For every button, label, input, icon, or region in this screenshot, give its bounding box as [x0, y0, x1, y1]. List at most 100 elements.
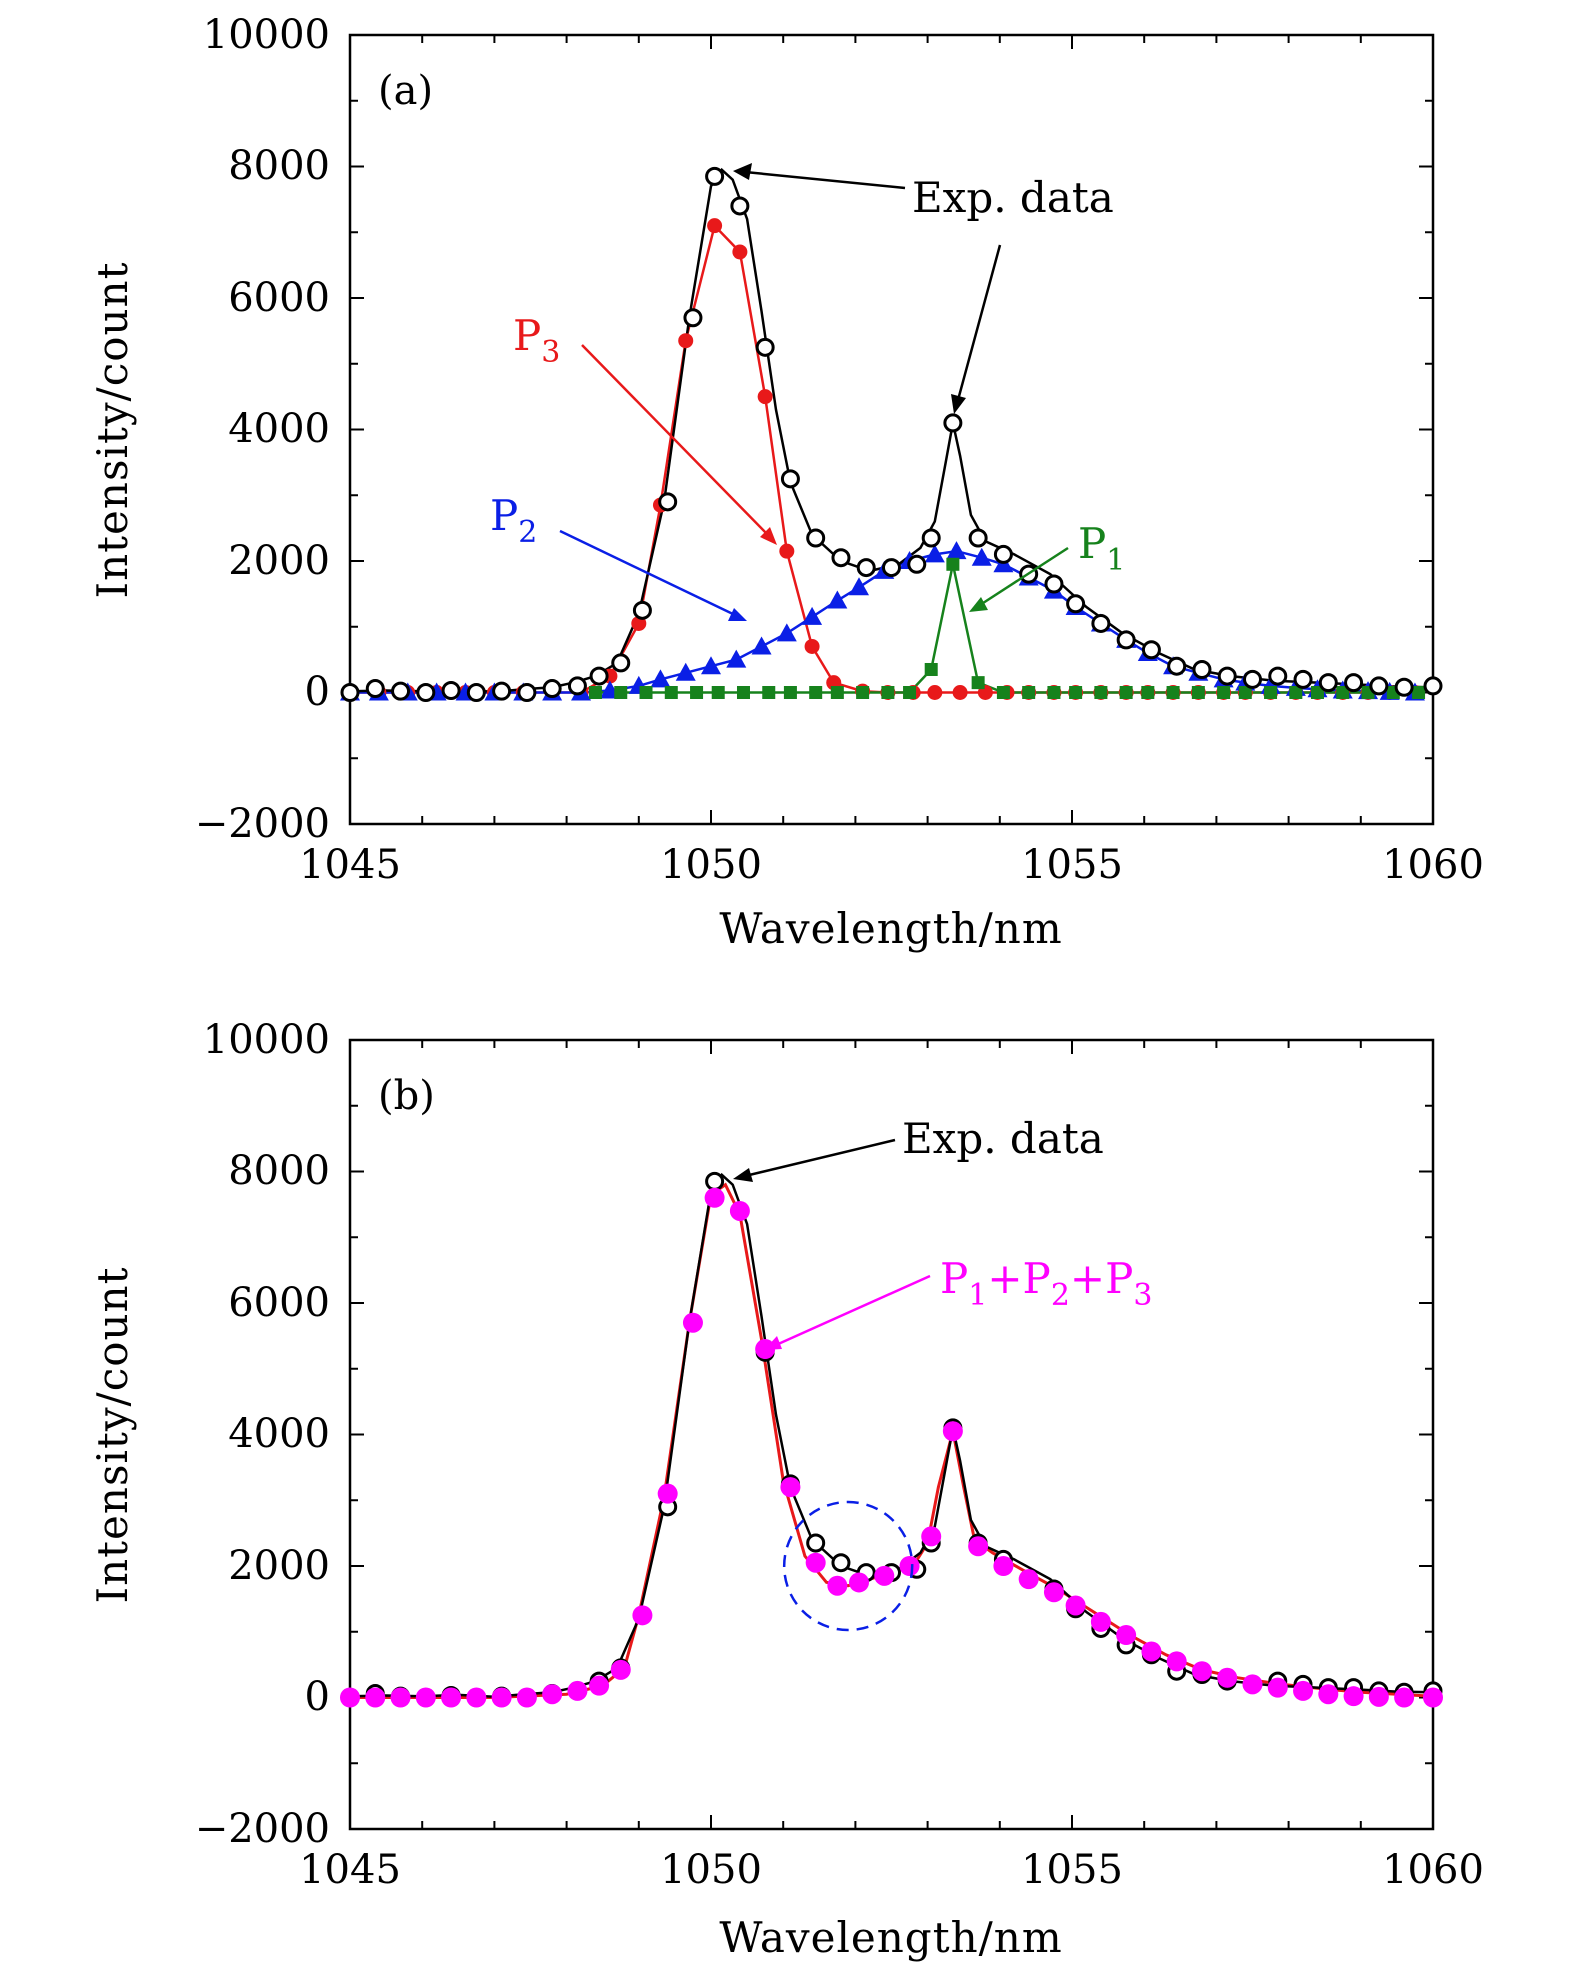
a-p1-point [1166, 686, 1180, 699]
b-ytick-6000: 6000 [228, 1280, 330, 1326]
a-exp-data-point [1318, 673, 1338, 693]
panel-b-ticks [349, 1039, 1434, 1830]
b-p1-p2-p3-point [921, 1526, 942, 1547]
a-exp-data-point [806, 528, 826, 548]
a-exp-data-point [1369, 676, 1389, 696]
a-exp-data-point [943, 413, 963, 433]
a-p1-point [1412, 686, 1426, 699]
b-p1-p2-p3-point [415, 1687, 436, 1708]
a-ytick-4000: 4000 [228, 406, 330, 452]
a-line-p3 [350, 223, 1415, 694]
b-p1-p2-p3-point [874, 1565, 895, 1586]
panel-b-plot-area [340, 1171, 1443, 1708]
a-exp-data-point [1423, 676, 1443, 696]
b-p1-p2-p3-point [1267, 1677, 1288, 1698]
a-p1-point [783, 686, 797, 699]
a-p3-point [732, 244, 748, 260]
a-p1-point [809, 686, 823, 699]
a-p1-point [1047, 686, 1061, 699]
b-p1-p2-p3-point [729, 1200, 750, 1221]
a-p2-point [701, 656, 721, 675]
a-p1-point [736, 686, 750, 699]
a-p1-point [1069, 686, 1083, 699]
a-ytick-2000: 2000 [228, 538, 330, 584]
b-p1-p2-p3-point [1018, 1569, 1039, 1590]
b-p1-p2-p3-point [1343, 1686, 1364, 1707]
b-exp-arrowhead [733, 1168, 753, 1182]
a-xtick-1050: 1050 [660, 842, 762, 888]
a-annotations: Exp. data P3 P2 P1 [490, 163, 1125, 621]
a-p1-point [1310, 686, 1324, 699]
panel-b-frame [348, 1038, 1435, 1831]
a-p2-label: P2 [490, 491, 537, 550]
a-exp-line [349, 167, 1434, 694]
a-panel-label: (a) [378, 68, 433, 114]
panel-a-chart: 1045 1050 1055 1060 10000 8000 6000 4000… [88, 12, 1484, 953]
b-p1-p2-p3-point [1090, 1611, 1111, 1632]
b-p1-p2-p3-point [704, 1187, 725, 1208]
a-exp-data-point [1344, 673, 1364, 693]
a-p1-point [903, 686, 917, 699]
a-p1-point [614, 686, 628, 699]
b-p1-p2-p3-point [1394, 1687, 1415, 1708]
panel-b-chart: 1045 1050 1055 1060 10000 8000 6000 4000… [88, 1017, 1484, 1962]
a-p1-point [1141, 686, 1155, 699]
b-p1-p2-p3-point [632, 1605, 653, 1626]
a-exp-data-point [567, 676, 587, 696]
b-y-axis-title: Intensity/count [88, 1267, 137, 1604]
a-p2-point [776, 623, 797, 642]
b-ytick-4000: 4000 [228, 1411, 330, 1457]
b-ytick-8000: 8000 [228, 1148, 330, 1194]
a-p2-point [726, 649, 747, 668]
a-p1-point [711, 686, 725, 699]
a-exp-data-point [391, 681, 411, 701]
a-p1-point [830, 686, 844, 699]
a-ytick-8000: 8000 [228, 143, 330, 189]
a-p2-point [971, 547, 992, 566]
a-p2-point [751, 636, 772, 655]
b-p1-p2-p3-point [1368, 1686, 1389, 1707]
b-exp-data-label: Exp. data [902, 1114, 1104, 1163]
a-p1-point [1022, 686, 1036, 699]
a-exp-data-point [882, 558, 901, 578]
a-y-axis-title: Intensity/count [88, 262, 137, 599]
a-p1-point [588, 686, 602, 699]
b-p1-p2-p3-point [610, 1659, 631, 1680]
a-exp-data-point [1141, 640, 1161, 660]
a-p3-point [678, 333, 694, 349]
a-p1-arrowhead [969, 597, 988, 612]
b-ytick-0: 0 [305, 1674, 330, 1720]
b-sum-arrow [775, 1274, 931, 1347]
a-exp-data-point [921, 528, 941, 548]
b-p1-p2-p3-point [780, 1477, 801, 1498]
a-p1-point [664, 686, 678, 699]
a-exp-data-point [907, 554, 927, 574]
a-exp-data-point [1268, 666, 1288, 686]
b-sum-arrowhead [764, 1336, 782, 1350]
b-p1-p2-p3-point [1242, 1674, 1263, 1695]
b-p1-p2-p3-point [340, 1687, 360, 1708]
a-p2-point [924, 544, 945, 563]
a-xtick-1060: 1060 [1382, 842, 1484, 888]
b-sum-label: P1+P2+P3 [940, 1254, 1152, 1313]
b-p1-p2-p3-point [1116, 1625, 1137, 1646]
a-exp-data-point [1217, 666, 1237, 686]
a-p1-point [1119, 686, 1133, 699]
b-p1-p2-p3-point [1141, 1641, 1162, 1662]
b-p1-p2-p3-point [567, 1680, 588, 1701]
a-p2-arrowhead [728, 608, 747, 621]
a-xtick-1045: 1045 [299, 842, 401, 888]
b-p1-p2-p3-point [899, 1556, 920, 1576]
b-exp-data-point [806, 1533, 826, 1553]
a-p1-point [1336, 686, 1350, 699]
panel-a-frame [348, 33, 1435, 826]
b-p1-p2-p3-point [1293, 1680, 1314, 1701]
a-x-axis-title: Wavelength/nm [719, 904, 1062, 953]
a-p3-point [804, 638, 820, 654]
a-p1-point [690, 686, 704, 699]
panel-a-plot-area [340, 166, 1443, 702]
b-p1-p2-p3-point [1065, 1595, 1086, 1616]
b-panel-label: (b) [378, 1073, 435, 1119]
b-p1-p2-p3-point [968, 1536, 989, 1557]
b-exp-data-point [831, 1553, 851, 1573]
